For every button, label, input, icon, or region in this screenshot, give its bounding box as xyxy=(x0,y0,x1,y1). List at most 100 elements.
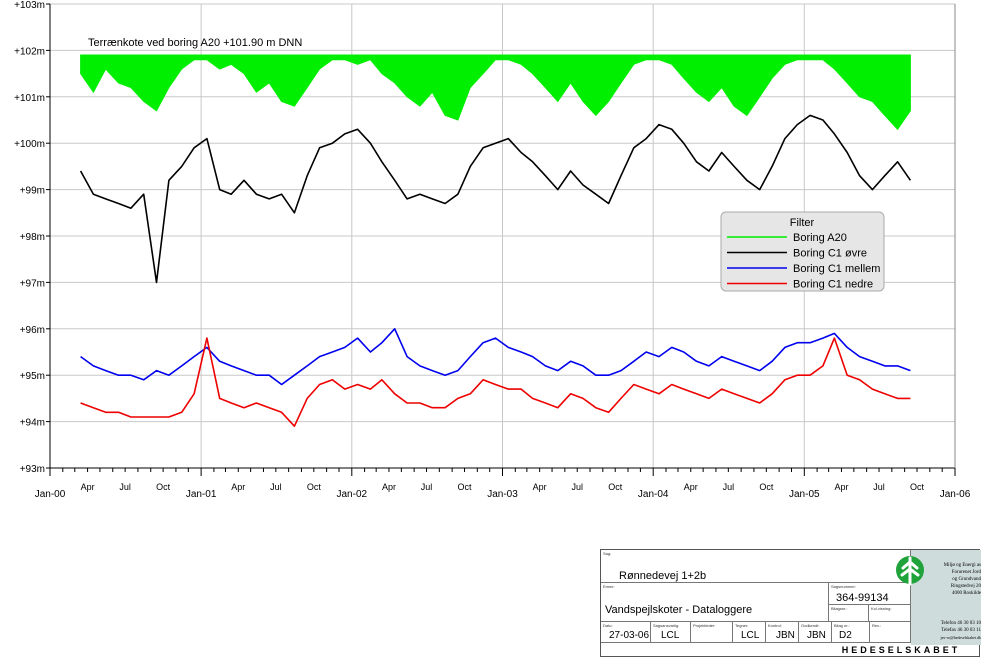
bilag-label: Bilag nr.: xyxy=(834,623,850,628)
x-major-tick-label: Jan-03 xyxy=(487,489,518,500)
company-address: Miljø og Energi as Forurenet Jord og Gru… xyxy=(921,562,981,597)
x-minor-tick-label: Apr xyxy=(382,482,396,492)
godkendt-cell: Godkendt: JBN xyxy=(799,622,832,643)
contact-line: Telefon 46 30 03 10 xyxy=(940,621,981,626)
chart-grid xyxy=(50,3,955,469)
y-tick-label: +97m xyxy=(20,278,45,289)
company-line: 4000 Roskilde xyxy=(951,591,981,596)
x-minor-tick-label: Apr xyxy=(81,482,95,492)
x-major-tick-label: Jan-00 xyxy=(35,489,66,500)
series-line-2 xyxy=(80,328,911,386)
terrain-annotation: Terrænkote ved boring A20 +101.90 m DNN xyxy=(88,37,302,49)
x-minor-tick-label: Oct xyxy=(458,482,473,492)
sag-cell: Sag: Rønnedevej 1+2b xyxy=(601,550,911,583)
legend-label: Boring C1 mellem xyxy=(793,263,880,275)
legend-title: Filter xyxy=(790,217,815,229)
title-block: Sag: Rønnedevej 1+2b Emne: Vandspejlskot… xyxy=(600,549,981,657)
bilagsnr-cell: Bilagsnr.: xyxy=(829,605,869,622)
company-name: HEDESELSKABET xyxy=(841,645,961,655)
x-minor-tick-label: Apr xyxy=(834,482,848,492)
chart-axes: +93m +94m +95m +96m +97m +98m +99m +100m +101m +1… xyxy=(14,0,971,500)
projektleder-label: Projektleder: xyxy=(693,623,716,628)
legend-label: Boring C1 øvre xyxy=(793,248,867,260)
x-major-tick-label: Jan-06 xyxy=(940,489,971,500)
company-line: Ringstedvej 20 xyxy=(950,584,981,589)
sagsansvarlig-label: Sagsansvarlig: xyxy=(653,623,680,628)
kontrol-value: JBN xyxy=(776,630,795,641)
x-minor-tick-label: Apr xyxy=(231,482,245,492)
x-minor-tick-label: Jul xyxy=(873,482,885,492)
tegner-value: LCL xyxy=(741,630,760,641)
x-minor-tick-label: Oct xyxy=(156,482,171,492)
x-major-tick-label: Jan-04 xyxy=(638,489,669,500)
groundwater-chart: +93m +94m +95m +96m +97m +98m +99m +100m +101m +1… xyxy=(14,0,971,500)
x-minor-tick-label: Oct xyxy=(608,482,623,492)
dato-value: 27-03-06 xyxy=(609,630,650,641)
tegner-cell: Tegner: LCL xyxy=(733,622,766,643)
y-tick-label: +93m xyxy=(20,464,45,475)
legend-label: Boring C1 nedre xyxy=(793,279,873,291)
y-tick-label: +101m xyxy=(14,93,45,104)
contact-line: jav-ro@hedeselskabet.dk xyxy=(940,635,981,640)
company-logo-area: Miljø og Energi as Forurenet Jord og Gru… xyxy=(896,550,981,645)
y-tick-label: +94m xyxy=(20,418,45,429)
y-tick-label: +103m xyxy=(14,0,45,11)
series-line-3 xyxy=(80,337,911,427)
y-tick-label: +96m xyxy=(20,325,45,336)
kontrol-label: Kontrol: xyxy=(768,623,782,628)
company-line: Miljø og Energi as xyxy=(943,563,981,568)
sagsnummer-label: Sagsnummer: xyxy=(831,584,856,589)
rev-cell: Rev.: xyxy=(870,622,911,643)
x-minor-tick-label: Apr xyxy=(684,482,698,492)
company-line: Forurenet Jord xyxy=(951,570,981,575)
godkendt-value: JBN xyxy=(807,630,826,641)
legend-label: Boring A20 xyxy=(793,232,847,244)
series-area-boring-a20 xyxy=(80,54,911,131)
sagsansvarlig-cell: Sagsansvarlig: LCL xyxy=(651,622,691,643)
x-minor-tick-label: Jul xyxy=(421,482,433,492)
emne-cell: Emne: Vandspejlskoter - Dataloggere xyxy=(601,583,829,622)
contact-line: Telefax 46 30 03 11 xyxy=(941,628,981,633)
y-tick-label: +100m xyxy=(14,139,45,150)
y-tick-label: +102m xyxy=(14,46,45,57)
bilag-cell: Bilag nr.: D2 xyxy=(832,622,870,643)
bilag-value: D2 xyxy=(839,630,852,641)
sag-value: Rønnedevej 1+2b xyxy=(619,570,707,582)
x-major-tick-label: Jan-05 xyxy=(789,489,820,500)
rev-label: Rev.: xyxy=(872,623,882,628)
hedeselskabet-logo-icon xyxy=(896,556,924,586)
sag-label: Sag: xyxy=(603,551,612,556)
x-minor-tick-label: Apr xyxy=(533,482,547,492)
y-tick-label: +95m xyxy=(20,371,45,382)
y-tick-label: +99m xyxy=(20,186,45,197)
x-minor-tick-label: Oct xyxy=(759,482,774,492)
kontrol-cell: Kontrol: JBN xyxy=(766,622,799,643)
x-major-tick-label: Jan-02 xyxy=(337,489,368,500)
x-major-tick-label: Jan-01 xyxy=(186,489,217,500)
company-line: og Grundvand xyxy=(952,577,981,582)
x-minor-tick-label: Jul xyxy=(571,482,583,492)
emne-value: Vandspejlskoter - Dataloggere xyxy=(605,604,753,616)
sagsansvarlig-value: LCL xyxy=(661,630,680,641)
sagsnummer-cell: Sagsnummer: 364-99134 xyxy=(829,583,911,605)
tegner-label: Tegner: xyxy=(735,623,749,628)
series-layer xyxy=(79,54,912,427)
x-minor-tick-label: Jul xyxy=(119,482,131,492)
kolvisning-cell: Kol.visning: xyxy=(869,605,911,622)
dato-label: Dato: xyxy=(603,623,613,628)
x-minor-tick-label: Jul xyxy=(723,482,735,492)
sagsnummer-value: 364-99134 xyxy=(836,592,889,604)
x-minor-tick-label: Jul xyxy=(270,482,282,492)
chart-legend: Filter Boring A20 Boring C1 øvre Boring C1… xyxy=(720,211,885,292)
legend-box xyxy=(720,211,885,292)
company-contact: Telefon 46 30 03 10 Telefax 46 30 03 11 … xyxy=(917,620,981,641)
projektleder-cell: Projektleder: xyxy=(691,622,733,643)
x-minor-tick-label: Oct xyxy=(307,482,322,492)
godkendt-label: Godkendt: xyxy=(801,623,820,628)
kolvisning-label: Kol.visning: xyxy=(871,606,892,611)
x-minor-tick-label: Oct xyxy=(910,482,925,492)
y-tick-label: +98m xyxy=(20,232,45,243)
emne-label: Emne: xyxy=(603,584,615,589)
dato-cell: Dato: 27-03-06 xyxy=(601,622,651,643)
bilagsnr-label: Bilagsnr.: xyxy=(831,606,848,611)
